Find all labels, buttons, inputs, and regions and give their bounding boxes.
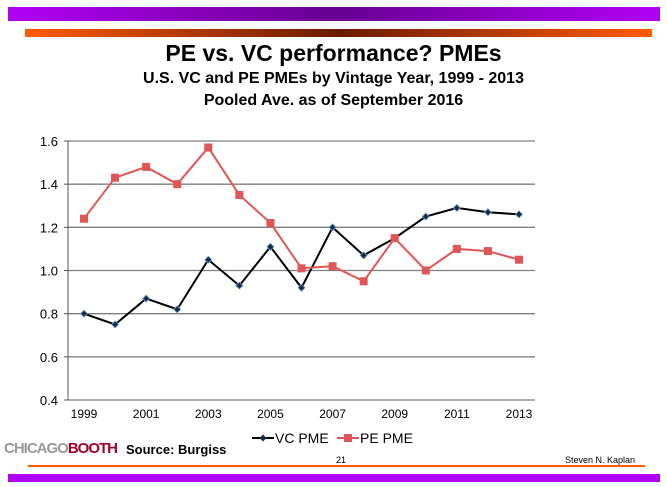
source-note: Source: Burgiss — [126, 442, 227, 457]
page-number: 21 — [336, 455, 347, 465]
y-tick-label: 1.0 — [40, 264, 58, 279]
x-tick-label: 2011 — [444, 407, 470, 421]
bottom-orange-line — [28, 465, 645, 467]
chart-subtitle-2: Pooled Ave. as of September 2016 — [203, 92, 464, 109]
top-orange-bar — [25, 29, 652, 37]
x-tick-label: 2013 — [506, 407, 533, 421]
data-point — [173, 180, 182, 189]
data-point — [515, 255, 523, 264]
author: Steven N. Kaplan — [565, 455, 636, 465]
data-point — [421, 212, 430, 221]
legend-label: PE PME — [360, 430, 413, 446]
data-point — [80, 214, 88, 223]
data-point — [142, 294, 151, 303]
bottom-purple-bar — [8, 474, 660, 482]
legend-label: VC PME — [275, 430, 329, 446]
y-tick-label: 1.4 — [40, 177, 58, 192]
x-tick-label: 2007 — [319, 407, 346, 421]
x-tick-label: 2009 — [381, 407, 408, 421]
x-tick-label: 2003 — [195, 407, 222, 421]
data-point — [452, 203, 461, 212]
data-point — [483, 208, 492, 217]
data-point — [204, 143, 213, 152]
x-tick-label: 1999 — [71, 407, 98, 421]
data-point — [452, 244, 461, 253]
data-point — [204, 255, 213, 264]
data-point — [390, 234, 399, 243]
data-point — [297, 283, 306, 292]
data-point — [328, 223, 337, 232]
data-point — [483, 247, 492, 256]
y-tick-label: 1.6 — [40, 134, 58, 149]
data-point — [111, 173, 120, 182]
data-point — [79, 309, 89, 318]
y-tick-label: 0.4 — [40, 393, 58, 408]
data-point — [328, 262, 337, 271]
chart-subtitle: U.S. VC and PE PMEs by Vintage Year, 199… — [143, 70, 524, 87]
data-point — [297, 264, 306, 273]
data-point — [421, 266, 430, 275]
legend-marker — [259, 434, 267, 442]
data-point — [514, 210, 524, 219]
data-point — [235, 190, 244, 199]
data-point — [173, 305, 182, 314]
top-purple-bar — [8, 7, 660, 21]
data-point — [266, 242, 275, 251]
y-tick-label: 1.2 — [40, 220, 58, 235]
data-point — [359, 277, 368, 286]
data-point — [111, 320, 120, 329]
data-point — [142, 162, 151, 171]
x-tick-label: 2005 — [257, 407, 284, 421]
legend-marker — [344, 434, 352, 442]
slide-title: PE vs. VC performance? PMEs — [165, 40, 502, 66]
chicago-booth-logo: CHICAGOBOOTH — [4, 440, 118, 457]
data-point — [266, 219, 275, 228]
y-tick-label: 0.6 — [40, 350, 58, 365]
y-tick-label: 0.8 — [40, 307, 58, 322]
data-point — [235, 281, 244, 290]
data-point — [359, 251, 368, 260]
x-tick-label: 2001 — [133, 407, 160, 421]
